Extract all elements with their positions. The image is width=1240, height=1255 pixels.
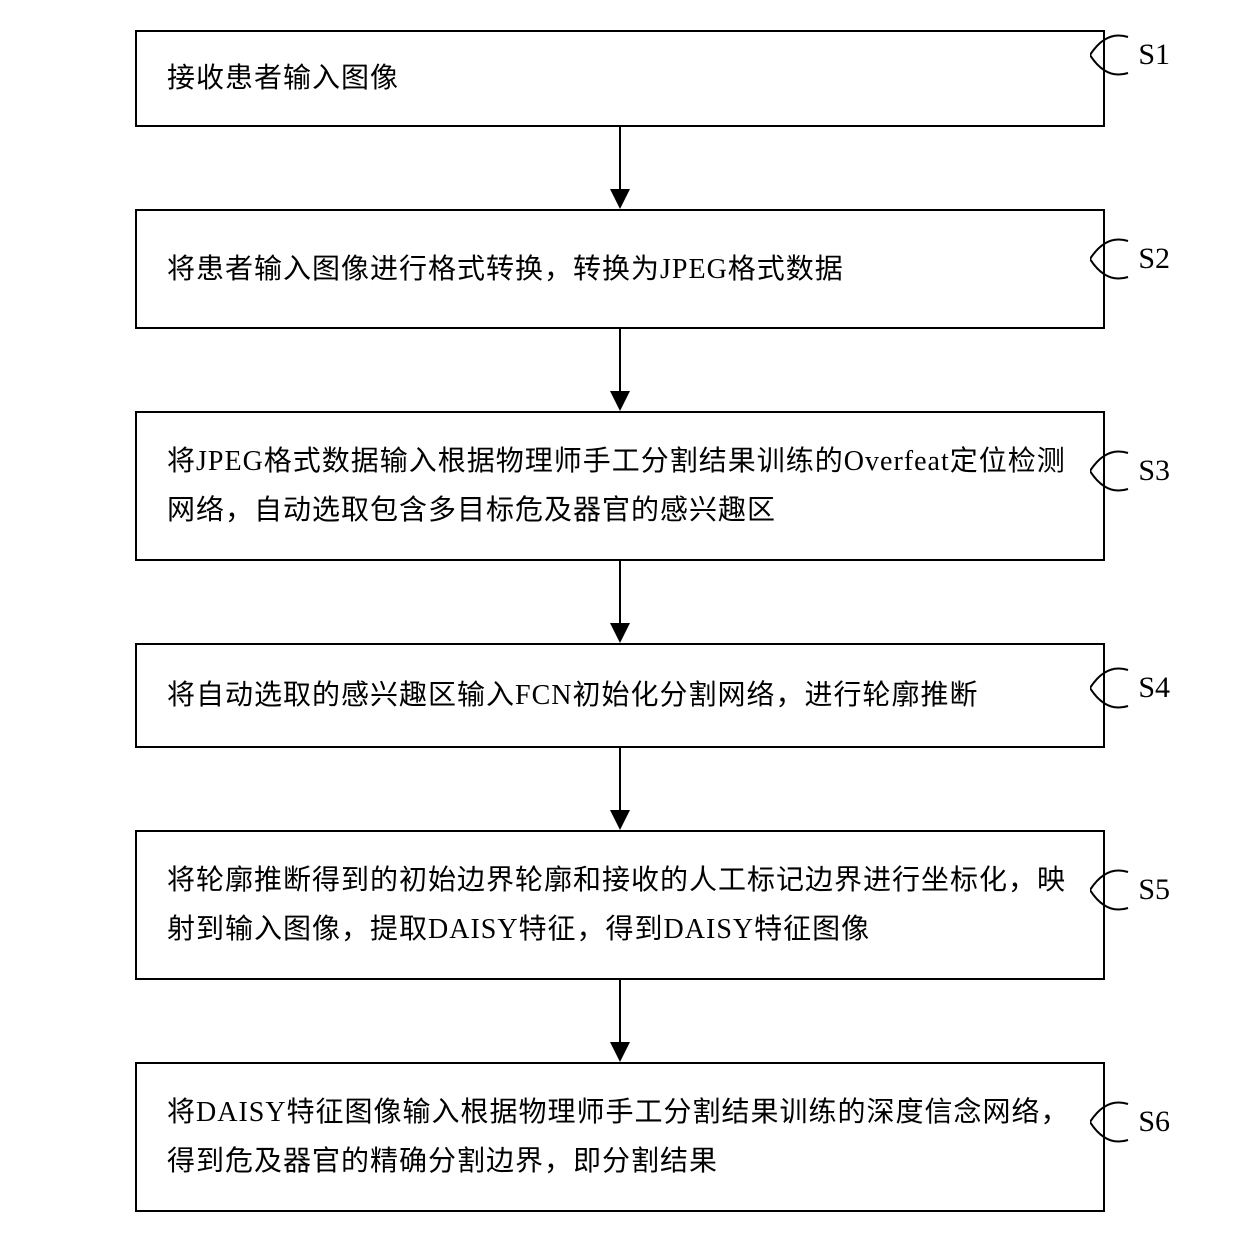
step-label-s5: S5	[1090, 860, 1170, 920]
step-label-s6: S6	[1090, 1092, 1170, 1152]
flow-row: 将DAISY特征图像输入根据物理师手工分割结果训练的深度信念网络，得到危及器官的…	[50, 1062, 1190, 1212]
step-box-s3: 将JPEG格式数据输入根据物理师手工分割结果训练的Overfeat定位检测网络，…	[135, 411, 1105, 561]
step-text: 将自动选取的感兴趣区输入FCN初始化分割网络，进行轮廓推断	[167, 671, 978, 720]
down-arrow-icon	[602, 980, 638, 1062]
flowchart-container: 接收患者输入图像 S1 将患者输入图像进行格式转换，转换为JPEG格式数据 S2	[50, 30, 1190, 1212]
step-text: 将JPEG格式数据输入根据物理师手工分割结果训练的Overfeat定位检测网络，…	[167, 437, 1073, 535]
step-label-text: S3	[1138, 454, 1170, 488]
step-text: 将患者输入图像进行格式转换，转换为JPEG格式数据	[167, 245, 844, 294]
label-curve-icon	[1090, 860, 1132, 920]
label-curve-icon	[1090, 441, 1132, 501]
down-arrow-icon	[602, 329, 638, 411]
label-curve-icon	[1090, 1092, 1132, 1152]
label-curve-icon	[1090, 25, 1132, 85]
flow-row: 将JPEG格式数据输入根据物理师手工分割结果训练的Overfeat定位检测网络，…	[50, 411, 1190, 561]
flow-row: 接收患者输入图像 S1	[50, 30, 1190, 127]
down-arrow-icon	[602, 561, 638, 643]
step-label-text: S4	[1138, 671, 1170, 705]
label-curve-icon	[1090, 658, 1132, 718]
arrow-container	[135, 748, 1105, 830]
step-box-s5: 将轮廓推断得到的初始边界轮廓和接收的人工标记边界进行坐标化，映射到输入图像，提取…	[135, 830, 1105, 980]
label-curve-icon	[1090, 229, 1132, 289]
arrow-container	[135, 980, 1105, 1062]
arrow-container	[135, 127, 1105, 209]
flow-row: 将轮廓推断得到的初始边界轮廓和接收的人工标记边界进行坐标化，映射到输入图像，提取…	[50, 830, 1190, 980]
arrow-container	[135, 329, 1105, 411]
step-label-text: S1	[1138, 38, 1170, 72]
flow-row: 将自动选取的感兴趣区输入FCN初始化分割网络，进行轮廓推断 S4	[50, 643, 1190, 748]
step-label-s1: S1	[1090, 25, 1170, 85]
step-label-s4: S4	[1090, 658, 1170, 718]
step-label-text: S5	[1138, 873, 1170, 907]
down-arrow-icon	[602, 748, 638, 830]
step-label-text: S6	[1138, 1105, 1170, 1139]
step-text: 将DAISY特征图像输入根据物理师手工分割结果训练的深度信念网络，得到危及器官的…	[167, 1088, 1073, 1186]
down-arrow-icon	[602, 127, 638, 209]
step-label-s2: S2	[1090, 229, 1170, 289]
step-box-s4: 将自动选取的感兴趣区输入FCN初始化分割网络，进行轮廓推断	[135, 643, 1105, 748]
step-label-s3: S3	[1090, 441, 1170, 501]
step-box-s2: 将患者输入图像进行格式转换，转换为JPEG格式数据	[135, 209, 1105, 329]
step-text: 将轮廓推断得到的初始边界轮廓和接收的人工标记边界进行坐标化，映射到输入图像，提取…	[167, 856, 1073, 954]
step-box-s6: 将DAISY特征图像输入根据物理师手工分割结果训练的深度信念网络，得到危及器官的…	[135, 1062, 1105, 1212]
flow-row: 将患者输入图像进行格式转换，转换为JPEG格式数据 S2	[50, 209, 1190, 329]
step-text: 接收患者输入图像	[167, 54, 399, 103]
step-box-s1: 接收患者输入图像	[135, 30, 1105, 127]
step-label-text: S2	[1138, 242, 1170, 276]
arrow-container	[135, 561, 1105, 643]
